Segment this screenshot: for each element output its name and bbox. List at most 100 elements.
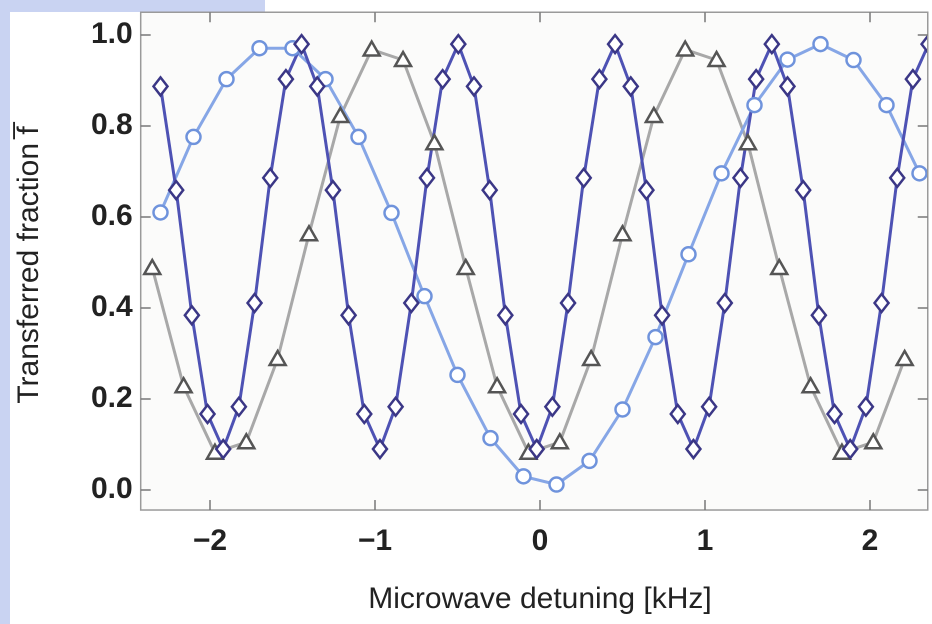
circle-marker bbox=[812, 35, 829, 53]
diamond-marker bbox=[590, 68, 608, 91]
top-strip bbox=[0, 0, 265, 12]
diamond-marker bbox=[700, 395, 718, 418]
diamond-marker bbox=[794, 179, 812, 202]
diamond-marker bbox=[763, 33, 781, 56]
diamond-marker bbox=[606, 33, 624, 56]
triangle-marker bbox=[455, 257, 476, 276]
circle-marker bbox=[449, 366, 466, 384]
circle-marker bbox=[614, 401, 631, 418]
diamond-marker bbox=[904, 68, 922, 91]
diamond-marker bbox=[841, 438, 859, 461]
circle-marker bbox=[251, 39, 268, 57]
circle-marker bbox=[416, 287, 433, 305]
diamond-marker bbox=[857, 395, 875, 418]
diamond-marker bbox=[543, 395, 561, 418]
x-tick-label: 1 bbox=[697, 524, 714, 557]
circle-marker bbox=[647, 328, 664, 346]
y-tick-label: 1.0 bbox=[91, 17, 133, 50]
triangle-marker bbox=[361, 39, 382, 57]
diamond-marker bbox=[340, 304, 358, 327]
diamond-marker bbox=[684, 438, 703, 461]
diamond-marker bbox=[183, 304, 201, 327]
circle-marker bbox=[185, 128, 202, 146]
diamond-marker bbox=[214, 438, 232, 461]
circle-marker bbox=[878, 96, 895, 114]
diamond-marker bbox=[151, 75, 170, 98]
y-tick-label: 0.6 bbox=[91, 199, 133, 232]
diamond-marker bbox=[402, 291, 420, 315]
diamond-marker bbox=[481, 179, 499, 202]
diamond-marker bbox=[669, 402, 687, 426]
circle-marker bbox=[548, 476, 565, 493]
triangle-marker bbox=[706, 49, 727, 68]
y-tick-label: 0.2 bbox=[91, 381, 133, 414]
diamond-marker bbox=[716, 291, 734, 315]
plot-layer bbox=[142, 33, 928, 493]
x-axis-title: Microwave detuning [kHz] bbox=[368, 582, 711, 615]
diamond-marker bbox=[418, 166, 436, 189]
triangle-marker bbox=[173, 375, 194, 394]
diamond-marker bbox=[449, 33, 467, 56]
diamond-marker bbox=[919, 34, 928, 55]
circle-marker bbox=[713, 165, 730, 182]
y-tick-label: 0.8 bbox=[91, 108, 133, 141]
diamond-marker bbox=[465, 75, 483, 98]
x-tick-label: 0 bbox=[532, 524, 549, 557]
diamond-marker bbox=[575, 166, 593, 189]
diamond-marker bbox=[747, 68, 765, 91]
triangle-marker bbox=[675, 39, 696, 57]
triangle-marker bbox=[549, 431, 570, 450]
diamond-marker bbox=[355, 402, 373, 426]
circle-marker bbox=[152, 204, 169, 221]
diamond-marker bbox=[872, 291, 891, 315]
triangle-marker bbox=[330, 105, 351, 124]
x-tick-label: 2 bbox=[862, 524, 879, 557]
y-axis-title: Transferred fraction f̅ bbox=[12, 122, 45, 404]
diamond-marker bbox=[778, 75, 797, 98]
diamond-marker bbox=[261, 166, 279, 189]
diamond-marker bbox=[810, 304, 828, 327]
diamond-marker bbox=[198, 402, 217, 426]
diamond-marker bbox=[308, 75, 326, 98]
circle-marker bbox=[482, 429, 499, 447]
diamond-marker bbox=[637, 179, 656, 202]
triangle-marker bbox=[737, 132, 759, 151]
y-tick-label: 0.4 bbox=[91, 290, 133, 323]
circle-marker bbox=[779, 51, 796, 68]
circle-marker bbox=[845, 51, 862, 69]
triangle-marker bbox=[769, 257, 790, 276]
diamond-marker bbox=[559, 291, 577, 315]
diamond-marker bbox=[731, 166, 750, 189]
plot-area bbox=[140, 12, 928, 511]
triangle-marker bbox=[236, 431, 257, 450]
diamond-marker bbox=[434, 68, 452, 91]
triangle-marker bbox=[142, 257, 163, 276]
y-tick-label: 0.0 bbox=[91, 472, 133, 505]
circle-marker bbox=[680, 246, 697, 263]
diamond-marker bbox=[245, 291, 264, 315]
side-strip bbox=[0, 0, 10, 624]
diamond-marker bbox=[528, 438, 546, 461]
diamond-marker bbox=[512, 402, 530, 426]
diamond-marker bbox=[324, 179, 342, 202]
circle-marker bbox=[581, 452, 598, 470]
triangle-marker bbox=[612, 223, 633, 242]
diamond-marker bbox=[496, 304, 514, 327]
triangle-marker bbox=[863, 431, 884, 450]
diamond-marker bbox=[371, 438, 389, 461]
x-tick-label: −1 bbox=[358, 524, 392, 557]
diamond-marker bbox=[825, 402, 844, 426]
diamond-marker bbox=[277, 68, 295, 91]
diamond-marker bbox=[387, 395, 405, 418]
triangle-marker bbox=[392, 49, 414, 68]
circle-marker bbox=[911, 165, 928, 182]
circle-marker bbox=[515, 468, 532, 485]
circle-marker bbox=[383, 204, 400, 222]
circle-marker bbox=[350, 128, 367, 146]
diamond-marker bbox=[230, 395, 248, 418]
x-tick-label: −2 bbox=[193, 524, 227, 557]
triangle-marker bbox=[298, 223, 320, 242]
plot-frame bbox=[139, 11, 929, 511]
triangle-marker bbox=[424, 132, 445, 151]
